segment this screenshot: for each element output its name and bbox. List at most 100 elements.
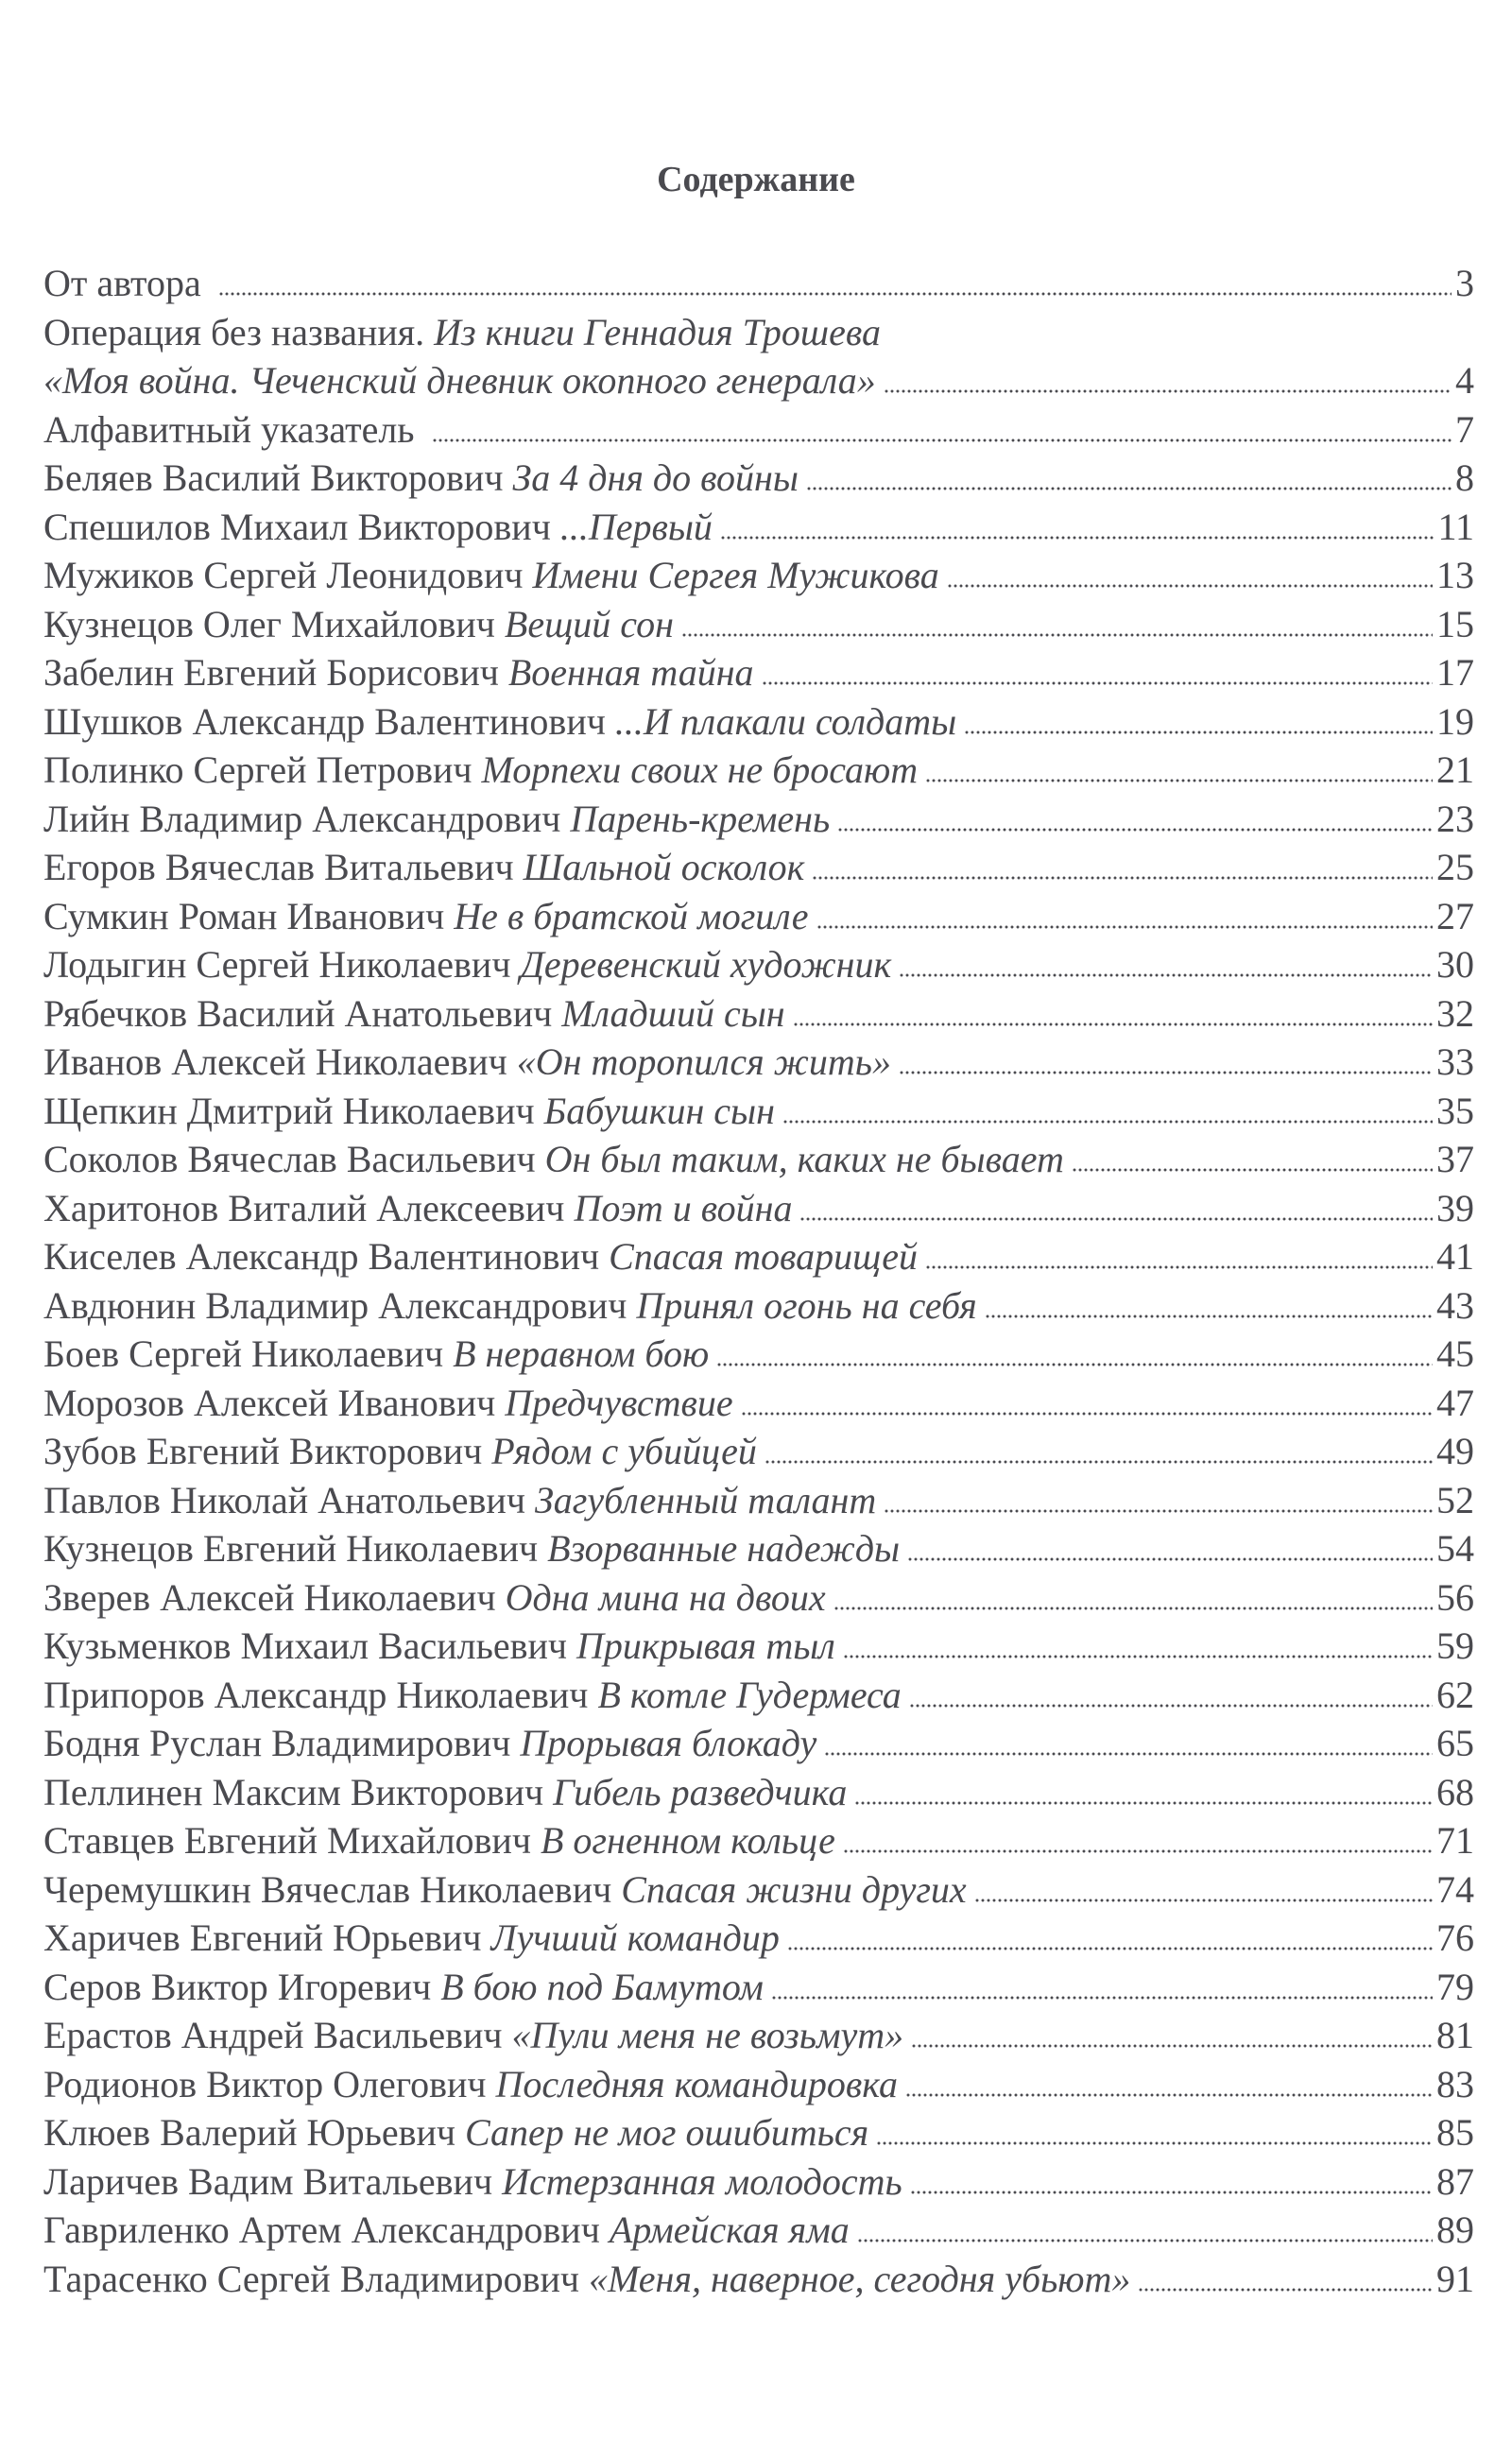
toc-entry[interactable]: Рябечков Василий Анатольевич Младший сын 3… bbox=[43, 989, 1474, 1039]
entry-author: Забелин Евгений Борисович bbox=[43, 651, 499, 694]
entry-page-number: 32 bbox=[1436, 991, 1474, 1035]
dot-leader bbox=[876, 2141, 1433, 2145]
entry-title: Бабушкин сын bbox=[543, 1089, 775, 1132]
toc-entry[interactable]: Операция без названия. Из книги Геннадия … bbox=[43, 308, 1474, 357]
toc-entry[interactable]: Харитонов Виталий Алексеевич Поэт и война… bbox=[43, 1184, 1474, 1233]
dot-leader bbox=[782, 1119, 1433, 1124]
toc-entry[interactable]: Припоров Александр Николаевич В котле Гуд… bbox=[43, 1671, 1474, 1720]
toc-entry[interactable]: «Моя война. Чеченский дневник окопного г… bbox=[43, 356, 1474, 405]
dot-leader bbox=[907, 1557, 1433, 1561]
toc-entry[interactable]: Гавриленко Артем Александрович Армейская … bbox=[43, 2206, 1474, 2255]
entry-page-number: 59 bbox=[1436, 1624, 1474, 1667]
entry-page-number: 27 bbox=[1436, 894, 1474, 937]
entry-title: Гибель разведчика bbox=[553, 1770, 848, 1813]
dot-leader bbox=[833, 1606, 1433, 1610]
dot-leader bbox=[1071, 1168, 1433, 1172]
entry-page-number: 56 bbox=[1436, 1575, 1474, 1619]
entry-page-number: 41 bbox=[1436, 1235, 1474, 1278]
entry-page-number: 30 bbox=[1436, 943, 1474, 986]
toc-entry[interactable]: Ставцев Евгений Михайлович В огненном кол… bbox=[43, 1816, 1474, 1865]
entry-title: Спасая товарищей bbox=[609, 1235, 919, 1278]
entry-page-number: 8 bbox=[1455, 456, 1474, 499]
toc-entry[interactable]: Харичев Евгений Юрьевич Лучший командир 76 bbox=[43, 1914, 1474, 1963]
entry-page-number: 3 bbox=[1455, 262, 1474, 304]
toc-entry[interactable]: Бодня Руслан Владимирович Прорывая блокад… bbox=[43, 1719, 1474, 1768]
entry-author: Ставцев Евгений Михайлович bbox=[43, 1819, 531, 1862]
toc-entry[interactable]: Щепкин Дмитрий Николаевич Бабушкин сын 35 bbox=[43, 1087, 1474, 1136]
entry-title: «Пули меня не возьмут» bbox=[511, 2014, 904, 2056]
entry-author: Харитонов Виталий Алексеевич bbox=[43, 1186, 565, 1229]
dot-leader bbox=[837, 827, 1433, 832]
entry-title: Одна мина на двоих bbox=[505, 1575, 826, 1619]
toc-entry[interactable]: Киселев Александр Валентинович Спасая тов… bbox=[43, 1232, 1474, 1281]
entry-title: За 4 дня до войны bbox=[512, 456, 799, 499]
toc-entry[interactable]: Мужиков Сергей Леонидович Имени Сергея Му… bbox=[43, 551, 1474, 600]
toc-entry[interactable]: Спешилов Михаил Викторович ...Первый 11 bbox=[43, 503, 1474, 552]
toc-entry[interactable]: Ерастов Андрей Васильевич «Пули меня не в… bbox=[43, 2011, 1474, 2060]
entry-page-number: 37 bbox=[1436, 1138, 1474, 1180]
toc-entry[interactable]: Авдюнин Владимир Александрович Принял ого… bbox=[43, 1281, 1474, 1331]
entry-author: Сумкин Роман Иванович bbox=[43, 894, 445, 937]
toc-entry[interactable]: Лийн Владимир Александрович Парень-кремен… bbox=[43, 795, 1474, 844]
toc-entry[interactable]: Клюев Валерий Юрьевич Сапер не мог ошибит… bbox=[43, 2108, 1474, 2157]
toc-entry[interactable]: Морозов Алексей Иванович Предчувствие 47 bbox=[43, 1379, 1474, 1428]
entry-page-number: 13 bbox=[1436, 554, 1474, 596]
toc-entry[interactable]: Соколов Вячеслав Васильевич Он был таким,… bbox=[43, 1135, 1474, 1184]
toc-entry[interactable]: Полинко Сергей Петрович Морпехи своих не … bbox=[43, 746, 1474, 795]
entry-title: Прорывая блокаду bbox=[520, 1722, 817, 1764]
toc-entry[interactable]: Иванов Алексей Николаевич «Он торопился ж… bbox=[43, 1038, 1474, 1087]
toc-entry[interactable]: Егоров Вячеслав Витальевич Шальной осколо… bbox=[43, 843, 1474, 892]
entry-author: Шушков Александр Валентинович bbox=[43, 699, 606, 743]
toc-entry[interactable]: Зубов Евгений Викторович Рядом с убийцей 4… bbox=[43, 1427, 1474, 1476]
entry-title: Армейская яма bbox=[609, 2208, 850, 2251]
dot-leader bbox=[964, 730, 1433, 734]
dot-leader bbox=[908, 1703, 1433, 1708]
toc-entry[interactable]: Черемушкин Вячеслав Николаевич Спасая жиз… bbox=[43, 1865, 1474, 1915]
toc-entry[interactable]: Кузнецов Олег Михайлович Вещий сон 15 bbox=[43, 600, 1474, 649]
entry-title: В неравном бою bbox=[453, 1332, 710, 1375]
toc-entry[interactable]: Серов Виктор Игоревич В бою под Бамутом 79 bbox=[43, 1963, 1474, 2012]
dot-leader bbox=[761, 681, 1433, 685]
entry-page-number: 83 bbox=[1436, 2062, 1474, 2105]
dot-leader bbox=[904, 2092, 1433, 2097]
dot-leader bbox=[740, 1411, 1433, 1416]
entry-author: Авдюнин Владимир Александрович bbox=[43, 1283, 627, 1327]
toc-entry[interactable]: Боев Сергей Николаевич В неравном бою 45 bbox=[43, 1330, 1474, 1379]
entry-title: «Он торопился жить» bbox=[516, 1040, 891, 1083]
toc-entry[interactable]: Кузнецов Евгений Николаевич Взорванные на… bbox=[43, 1524, 1474, 1573]
dot-leader bbox=[431, 438, 1452, 442]
entry-title: Поэт и война bbox=[574, 1186, 793, 1229]
entry-page-number: 15 bbox=[1436, 602, 1474, 645]
toc-entry[interactable]: Шушков Александр Валентинович ...И плакал… bbox=[43, 697, 1474, 747]
toc-entry[interactable]: От автора 3 bbox=[43, 259, 1474, 308]
toc-entry[interactable]: Забелин Евгений Борисович Военная тайна 17 bbox=[43, 648, 1474, 697]
toc-entry[interactable]: Зверев Алексей Николаевич Одна мина на дв… bbox=[43, 1573, 1474, 1623]
entry-page-number: 54 bbox=[1436, 1527, 1474, 1570]
entry-page-number: 47 bbox=[1436, 1381, 1474, 1424]
entry-title: «Меня, наверное, сегодня убьют» bbox=[589, 2257, 1131, 2300]
entry-title: Истерзанная молодость bbox=[502, 2159, 902, 2203]
toc-entry[interactable]: Тарасенко Сергей Владимирович «Меня, наве… bbox=[43, 2255, 1474, 2304]
entry-title: Взорванные надежды bbox=[547, 1527, 901, 1570]
entry-author: Щепкин Дмитрий Николаевич bbox=[43, 1089, 535, 1132]
toc-entry[interactable]: Родионов Виктор Олегович Последняя команд… bbox=[43, 2060, 1474, 2109]
toc-entry[interactable]: Алфавитный указатель 7 bbox=[43, 405, 1474, 455]
toc-entry[interactable]: Сумкин Роман Иванович Не в братской могил… bbox=[43, 892, 1474, 941]
entry-author: Беляев Василий Викторович bbox=[43, 456, 504, 499]
entry-title: Вещий сон bbox=[504, 602, 674, 645]
entry-title: Сапер не мог ошибиться bbox=[465, 2111, 869, 2154]
dot-leader bbox=[842, 1849, 1433, 1853]
toc-entry[interactable]: Павлов Николай Анатольевич Загубленный та… bbox=[43, 1476, 1474, 1525]
dot-leader bbox=[217, 292, 1452, 296]
entry-page-number: 52 bbox=[1436, 1478, 1474, 1521]
toc-entry[interactable]: Беляев Василий Викторович За 4 дня до вой… bbox=[43, 454, 1474, 503]
entry-author: Тарасенко Сергей Владимирович bbox=[43, 2257, 579, 2300]
dot-leader bbox=[984, 1314, 1433, 1318]
dot-leader bbox=[786, 1947, 1433, 1950]
toc-entry[interactable]: Кузьменков Михаил Васильевич Прикрывая ты… bbox=[43, 1622, 1474, 1671]
toc-entry[interactable]: Ларичев Вадим Витальевич Истерзанная моло… bbox=[43, 2157, 1474, 2207]
entry-page-number: 89 bbox=[1436, 2208, 1474, 2251]
dot-leader bbox=[764, 1460, 1433, 1464]
toc-entry[interactable]: Лодыгин Сергей Николаевич Деревенский худ… bbox=[43, 940, 1474, 989]
toc-entry[interactable]: Пеллинен Максим Викторович Гибель разведч… bbox=[43, 1768, 1474, 1817]
